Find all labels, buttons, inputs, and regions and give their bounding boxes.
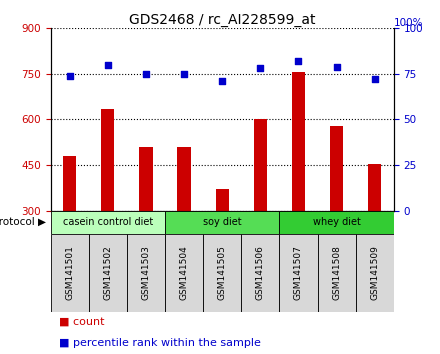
Point [219, 78, 226, 84]
Bar [51, 211, 165, 234]
Text: GSM141505: GSM141505 [218, 245, 227, 300]
Bar [330, 126, 343, 211]
Point [180, 71, 187, 77]
Bar [63, 156, 77, 211]
Text: GSM141506: GSM141506 [256, 245, 265, 300]
Text: protocol ▶: protocol ▶ [0, 217, 46, 227]
Text: GSM141509: GSM141509 [370, 245, 379, 300]
Bar [203, 234, 241, 312]
Bar [241, 234, 279, 312]
Bar [318, 234, 356, 312]
Text: GSM141504: GSM141504 [180, 245, 189, 300]
Bar [356, 234, 394, 312]
Bar [253, 120, 267, 211]
Point [104, 62, 111, 68]
Text: ■ count: ■ count [59, 317, 105, 327]
Text: whey diet: whey diet [313, 217, 360, 227]
Point [66, 73, 73, 79]
Point [333, 64, 340, 69]
Title: GDS2468 / rc_AI228599_at: GDS2468 / rc_AI228599_at [129, 13, 315, 27]
Text: soy diet: soy diet [203, 217, 242, 227]
Text: ■ percentile rank within the sample: ■ percentile rank within the sample [59, 338, 261, 348]
Point [257, 65, 264, 71]
Point [143, 71, 150, 77]
Bar [216, 189, 229, 211]
Bar [101, 109, 114, 211]
Bar [368, 164, 381, 211]
Text: 100%: 100% [394, 18, 423, 28]
Bar [165, 234, 203, 312]
Bar [279, 211, 394, 234]
Bar [177, 147, 191, 211]
Point [295, 58, 302, 64]
Bar [89, 234, 127, 312]
Text: GSM141503: GSM141503 [141, 245, 150, 300]
Bar [165, 211, 279, 234]
Text: GSM141501: GSM141501 [65, 245, 74, 300]
Bar [292, 72, 305, 211]
Text: casein control diet: casein control diet [62, 217, 153, 227]
Bar [279, 234, 318, 312]
Bar [139, 147, 153, 211]
Point [371, 76, 378, 82]
Text: GSM141502: GSM141502 [103, 245, 112, 300]
Text: GSM141507: GSM141507 [294, 245, 303, 300]
Bar [127, 234, 165, 312]
Text: GSM141508: GSM141508 [332, 245, 341, 300]
Bar [51, 234, 89, 312]
